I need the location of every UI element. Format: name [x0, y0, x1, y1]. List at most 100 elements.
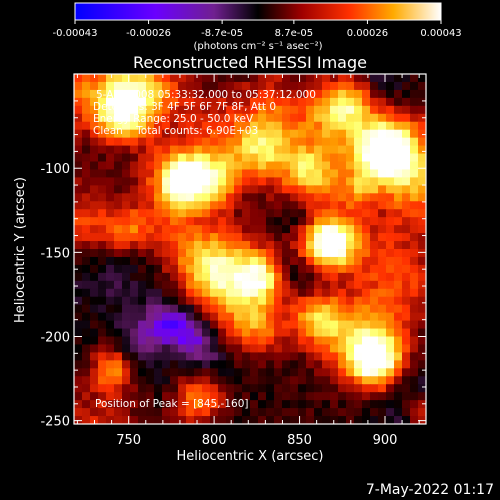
- heatmap-cell: [258, 113, 267, 123]
- heatmap-cell: [226, 360, 235, 369]
- heatmap-cell: [186, 185, 195, 194]
- heatmap-cell: [170, 145, 179, 155]
- heatmap-cell: [122, 320, 131, 330]
- heatmap-cell: [290, 145, 299, 155]
- heatmap-cell: [98, 153, 107, 163]
- heatmap-cell: [306, 81, 315, 91]
- heatmap-cell: [370, 360, 379, 369]
- heatmap-cell: [178, 105, 187, 115]
- heatmap-cell: [194, 352, 203, 361]
- heatmap-cell: [418, 288, 426, 298]
- heatmap-cell: [82, 105, 91, 115]
- heatmap-cell: [298, 105, 307, 115]
- heatmap-cell: [274, 161, 283, 171]
- heatmap-cell: [402, 201, 411, 210]
- heatmap-cell: [138, 344, 147, 353]
- heatmap-cell: [154, 145, 163, 155]
- heatmap-cell: [202, 81, 211, 91]
- heatmap-cell: [306, 241, 315, 250]
- heatmap-cell: [362, 89, 371, 99]
- heatmap-cell: [418, 145, 426, 155]
- heatmap-cell: [402, 392, 411, 401]
- heatmap-cell: [226, 217, 235, 226]
- heatmap-cell: [274, 272, 283, 282]
- heatmap-cell: [226, 225, 235, 234]
- heatmap-cell: [242, 217, 251, 226]
- heatmap-cell: [162, 264, 171, 274]
- heatmap-cell: [370, 89, 379, 99]
- heatmap-cells: [74, 74, 426, 424]
- heatmap-cell: [210, 129, 219, 139]
- heatmap-cell: [250, 360, 259, 369]
- heatmap-cell: [298, 344, 307, 353]
- heatmap-cell: [162, 280, 171, 290]
- heatmap-cell: [234, 312, 243, 322]
- heatmap-cell: [194, 233, 203, 242]
- heatmap-cell: [346, 177, 355, 186]
- heatmap-cell: [386, 89, 395, 99]
- heatmap-cell: [210, 296, 219, 306]
- heatmap-cell: [314, 105, 323, 115]
- heatmap-cell: [250, 249, 259, 258]
- heatmap-cell: [298, 233, 307, 242]
- heatmap-cell: [330, 288, 339, 298]
- heatmap-cell: [74, 209, 83, 218]
- heatmap-cell: [418, 249, 426, 258]
- heatmap-cell: [298, 336, 307, 346]
- heatmap-cell: [194, 241, 203, 250]
- heatmap-cell: [178, 137, 187, 147]
- heatmap-cell: [418, 97, 426, 107]
- heatmap-cell: [138, 336, 147, 346]
- heatmap-cell: [154, 352, 163, 361]
- heatmap-cell: [186, 272, 195, 282]
- heatmap-cell: [402, 161, 411, 171]
- heatmap-cell: [330, 225, 339, 234]
- heatmap-cell: [418, 233, 426, 242]
- heatmap-cell: [330, 376, 339, 385]
- heatmap-cell: [266, 185, 275, 194]
- heatmap-cell: [346, 384, 355, 393]
- heatmap-cell: [378, 288, 387, 298]
- heatmap-cell: [282, 145, 291, 155]
- heatmap-cell: [386, 137, 395, 147]
- heatmap-cell: [330, 256, 339, 266]
- heatmap-cell: [402, 129, 411, 139]
- heatmap-cell: [298, 408, 307, 417]
- heatmap-cell: [338, 360, 347, 369]
- heatmap-cell: [274, 201, 283, 210]
- heatmap-cell: [234, 408, 243, 417]
- heatmap-cell: [210, 97, 219, 107]
- heatmap-cell: [194, 89, 203, 99]
- heatmap-cell: [202, 416, 211, 424]
- heatmap-cell: [90, 280, 99, 290]
- heatmap-cell: [146, 360, 155, 369]
- heatmap-cell: [114, 97, 123, 107]
- heatmap-cell: [234, 105, 243, 115]
- heatmap-cell: [242, 344, 251, 353]
- heatmap-cell: [410, 113, 419, 123]
- heatmap-cell: [130, 280, 139, 290]
- heatmap-cell: [106, 352, 115, 361]
- heatmap-cell: [162, 81, 171, 91]
- heatmap-cell: [186, 161, 195, 171]
- heatmap-cell: [354, 153, 363, 163]
- heatmap-cell: [306, 368, 315, 377]
- heatmap-cell: [322, 233, 331, 242]
- heatmap-cell: [274, 113, 283, 123]
- heatmap-cell: [194, 105, 203, 115]
- heatmap-cell: [274, 169, 283, 178]
- heatmap-cell: [242, 256, 251, 266]
- heatmap-cell: [122, 233, 131, 242]
- heatmap-cell: [338, 161, 347, 171]
- heatmap-cell: [106, 368, 115, 377]
- heatmap-cell: [266, 201, 275, 210]
- heatmap-cell: [98, 336, 107, 346]
- heatmap-cell: [290, 296, 299, 306]
- heatmap-cell: [370, 121, 379, 131]
- heatmap-cell: [290, 129, 299, 139]
- heatmap-cell: [322, 217, 331, 226]
- heatmap-cell: [346, 352, 355, 361]
- heatmap-cell: [90, 105, 99, 115]
- heatmap-cell: [274, 376, 283, 385]
- heatmap-cell: [314, 304, 323, 314]
